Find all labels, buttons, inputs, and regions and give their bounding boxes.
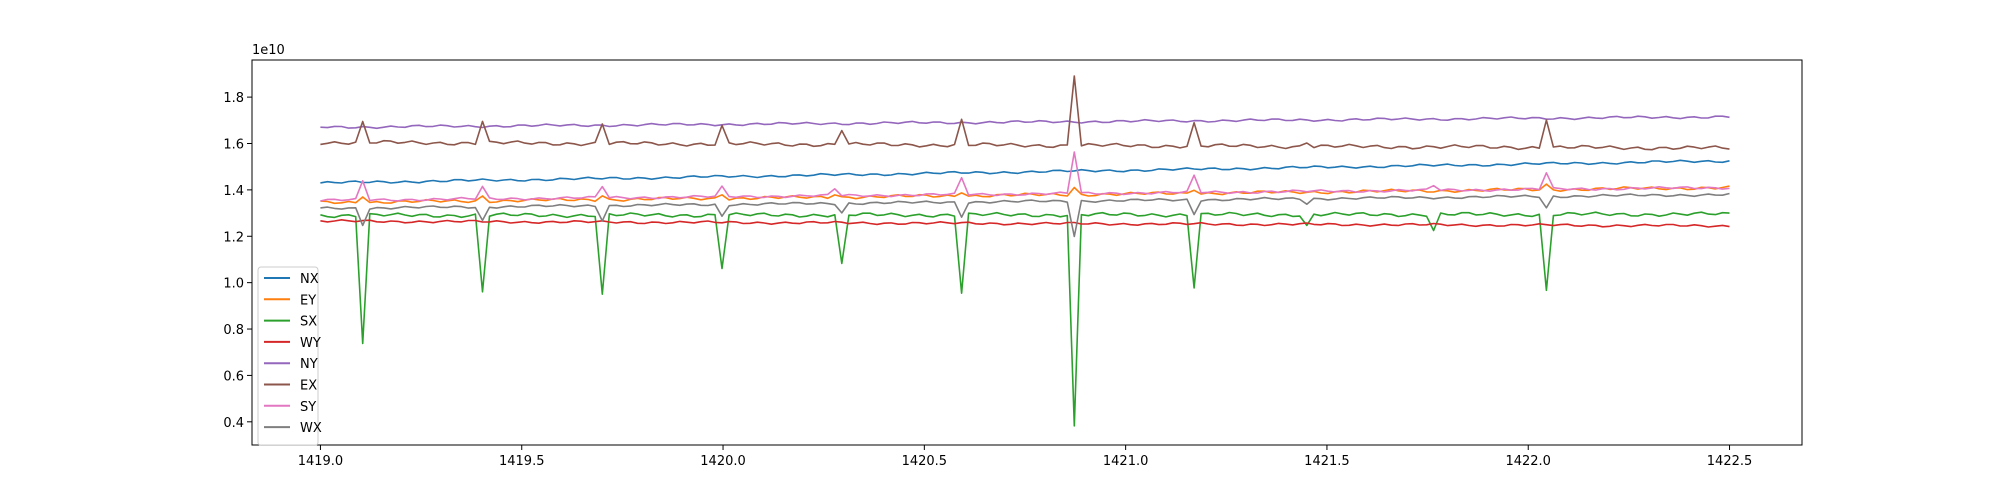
x-tick-label: 1422.0 bbox=[1505, 454, 1551, 469]
legend-label-ey: EY bbox=[300, 293, 316, 308]
x-tick-label: 1420.5 bbox=[902, 454, 948, 469]
x-tick-label: 1421.0 bbox=[1103, 454, 1149, 469]
series-line-wy bbox=[320, 219, 1730, 228]
x-tick-label: 1419.0 bbox=[298, 454, 344, 469]
legend-label-sy: SY bbox=[300, 400, 316, 415]
y-tick-label: 1.0 bbox=[223, 277, 244, 292]
series-line-wx bbox=[320, 192, 1730, 238]
x-tick-label: 1420.0 bbox=[700, 454, 746, 469]
series-line-ex bbox=[320, 75, 1730, 151]
legend-label-wy: WY bbox=[300, 336, 321, 351]
legend-label-ny: NY bbox=[300, 357, 318, 372]
y-tick-label: 0.4 bbox=[223, 416, 244, 431]
y-offset-label: 1e10 bbox=[252, 43, 285, 58]
legend-label-wx: WX bbox=[300, 421, 322, 436]
x-tick-label: 1422.5 bbox=[1707, 454, 1753, 469]
y-tick-label: 0.6 bbox=[223, 369, 244, 384]
y-tick-label: 1.4 bbox=[223, 184, 244, 199]
y-tick-label: 0.8 bbox=[223, 323, 244, 338]
legend-label-sx: SX bbox=[300, 315, 317, 330]
legend-label-nx: NX bbox=[300, 272, 319, 287]
series-line-sx bbox=[320, 211, 1730, 427]
series-line-sy bbox=[320, 151, 1730, 202]
y-tick-label: 1.6 bbox=[223, 137, 244, 152]
plot-frame bbox=[251, 59, 1803, 446]
y-tick-label: 1.2 bbox=[223, 230, 244, 245]
legend: NX EY SX WY NY EX SY WX bbox=[257, 266, 322, 446]
legend-label-ex: EX bbox=[300, 379, 317, 394]
series-layer bbox=[320, 75, 1730, 427]
y-axis: 0.4 0.6 0.8 1.0 1.2 1.4 1.6 1.8 bbox=[223, 91, 252, 431]
x-tick-label: 1421.5 bbox=[1304, 454, 1350, 469]
x-tick-label: 1419.5 bbox=[499, 454, 545, 469]
legend-box bbox=[257, 266, 319, 446]
x-axis: 1419.0 1419.5 1420.0 1420.5 1421.0 1421.5 1422… bbox=[298, 445, 1753, 469]
series-line-ny bbox=[320, 115, 1730, 130]
series-line-nx bbox=[320, 159, 1730, 184]
y-tick-label: 1.8 bbox=[223, 91, 244, 106]
